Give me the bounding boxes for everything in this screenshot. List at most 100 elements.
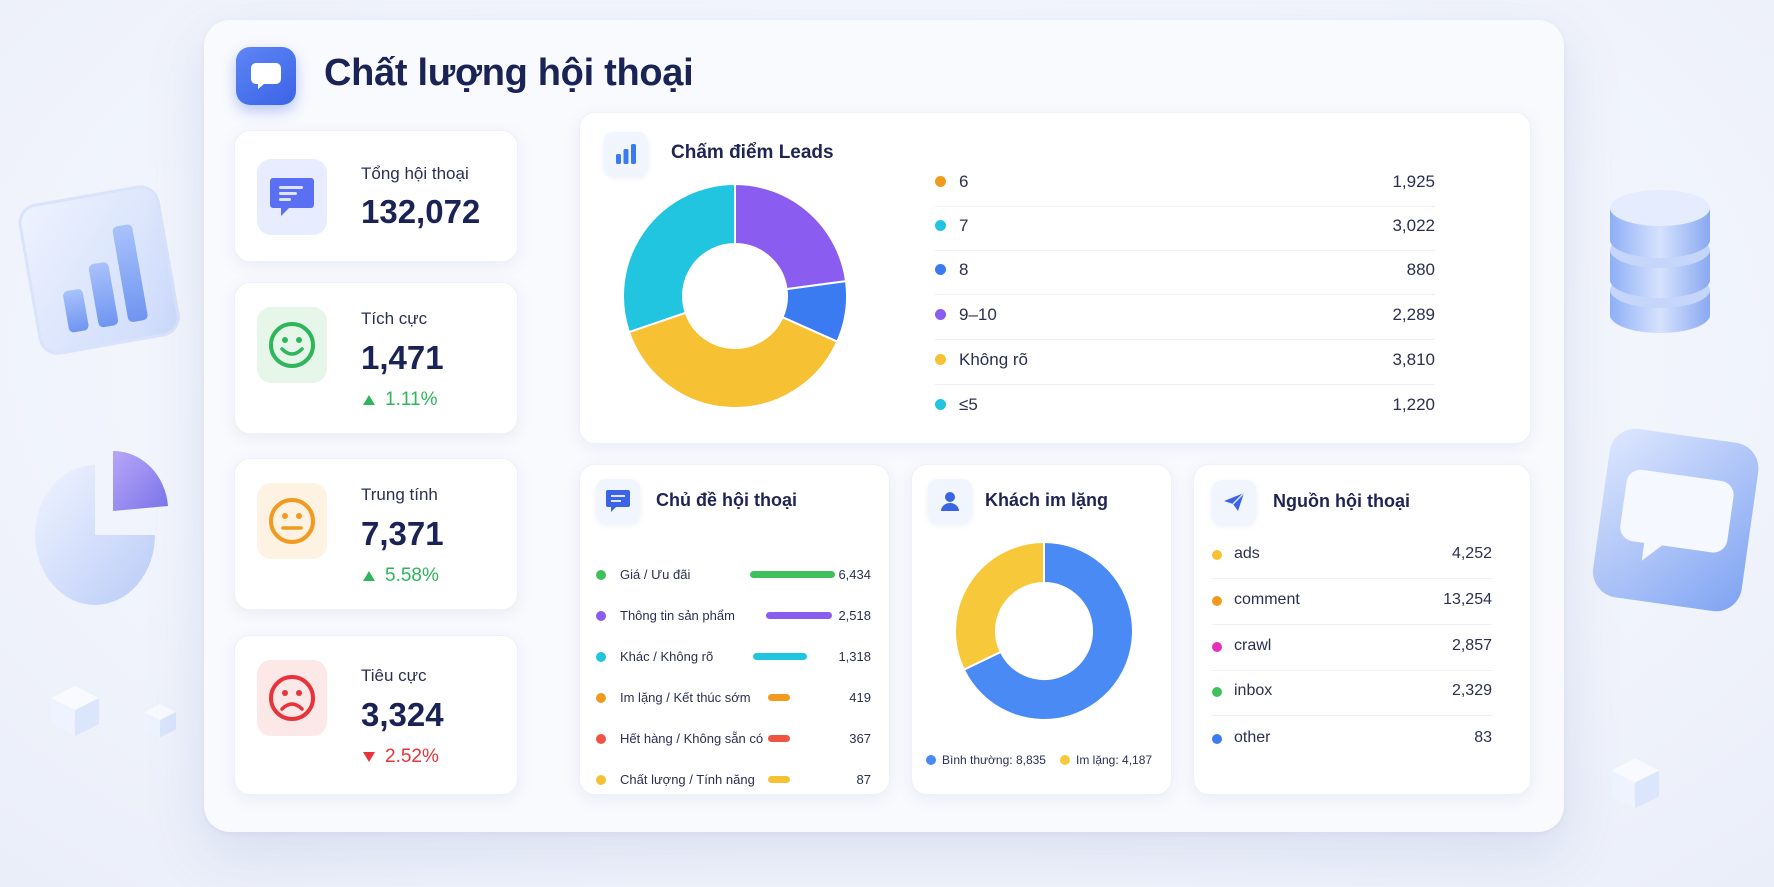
kpi-card-neutral[interactable]: Trung tính 7,371 5.58%	[234, 458, 518, 610]
chat-bubble-icon	[236, 47, 296, 105]
source-dot	[1212, 734, 1222, 744]
cube-icon	[144, 704, 176, 738]
sad-face-icon	[257, 660, 327, 736]
donut-slice-0	[962, 540, 1134, 721]
source-dot	[1212, 642, 1222, 652]
smile-face-icon	[257, 307, 327, 383]
pie-chart-3d-icon	[35, 450, 168, 605]
chat-bubble-icon	[596, 479, 640, 523]
card-title: Chủ đề hội thoại	[656, 490, 797, 510]
legend-label: ≤5	[959, 395, 978, 414]
topic-dot	[596, 652, 606, 662]
topic-label: Khác / Không rõ	[620, 649, 714, 664]
source-dot	[1212, 596, 1222, 606]
donut-slice-3	[622, 182, 736, 334]
card-title: Khách im lặng	[985, 490, 1109, 510]
sources-card: Nguồn hội thoại ads 4,252 comment 13,254…	[1193, 464, 1531, 795]
source-dot	[1212, 550, 1222, 560]
kpi-card-negative[interactable]: Tiêu cực 3,324 2.52%	[234, 635, 518, 795]
kpi-label: Tích cực	[361, 309, 428, 328]
topics-card: Chủ đề hội thoại Giá / Ưu đãi 6,434 Thôn…	[579, 464, 890, 795]
bar-chart-icon	[604, 132, 648, 176]
topic-label: Chất lượng / Tính năng	[620, 772, 755, 787]
kpi-card-total[interactable]: Tổng hội thoại 132,072	[234, 130, 518, 262]
lead-score-legend: 6 1,925 7 3,022 8 880 9–10 2,289 Không r…	[935, 163, 1435, 433]
source-label: comment	[1234, 591, 1300, 608]
bar-chart-3d-icon	[18, 185, 180, 355]
kpi-value: 132,072	[361, 193, 481, 230]
legend-row: ≤5 1,220	[935, 386, 1435, 430]
topic-value: 367	[849, 731, 871, 746]
cube-icon	[1611, 758, 1659, 809]
legend-dot	[1060, 755, 1070, 765]
card-title: Chấm điểm Leads	[671, 142, 834, 163]
topic-row: Thông tin sản phẩm 2,518	[596, 606, 871, 626]
topic-dot	[596, 611, 606, 621]
source-value: 2,857	[1451, 637, 1492, 654]
source-label: ads	[1234, 545, 1260, 562]
chat-3d-icon	[1592, 428, 1759, 612]
topic-value: 2,518	[838, 608, 871, 623]
source-dot	[1212, 687, 1222, 697]
legend-label: Im lặng: 4,187	[1076, 753, 1153, 767]
legend-label: 8	[959, 260, 969, 279]
neutral-face-icon	[257, 483, 327, 559]
topic-value: 6,434	[838, 567, 871, 582]
legend-label: 6	[959, 172, 969, 191]
topic-value: 419	[849, 690, 871, 705]
topic-value: 87	[856, 772, 871, 787]
database-icon	[1610, 190, 1710, 333]
kpi-value: 1,471	[361, 339, 444, 376]
lead-scoring-card: Chấm điểm Leads 6 1,925 7 3,022 8 880 9–…	[579, 112, 1531, 444]
topic-bar	[768, 735, 790, 742]
kpi-delta: 1.11%	[363, 389, 437, 411]
topic-dot	[596, 775, 606, 785]
legend-row: 7 3,022	[935, 207, 1435, 251]
kpi-value: 3,324	[361, 696, 444, 733]
legend-value: 3,810	[1392, 350, 1435, 369]
kpi-card-positive[interactable]: Tích cực 1,471 1.11%	[234, 282, 518, 434]
topic-row: Chất lượng / Tính năng 87	[596, 770, 871, 790]
legend-row: Không rõ 3,810	[935, 341, 1435, 385]
kpi-delta-value: 5.58%	[385, 565, 439, 586]
kpi-delta-value: 1.11%	[385, 389, 438, 410]
silent-donut-chart	[954, 540, 1134, 721]
source-row: other 83	[1212, 717, 1492, 763]
topic-bar	[750, 571, 835, 578]
kpi-label: Tổng hội thoại	[361, 164, 469, 183]
trend-up-icon	[363, 395, 375, 405]
kpi-delta: 2.52%	[363, 746, 439, 768]
dashboard-panel: Chất lượng hội thoại Tổng hội thoại 132,…	[204, 20, 1564, 832]
legend-dot	[935, 309, 946, 320]
trend-up-icon	[363, 571, 375, 581]
source-value: 2,329	[1451, 682, 1492, 699]
source-label: other	[1234, 729, 1271, 746]
source-value: 83	[1474, 729, 1492, 746]
legend-value: 1,925	[1392, 172, 1435, 191]
topic-label: Thông tin sản phẩm	[620, 608, 735, 623]
legend-value: 880	[1406, 260, 1435, 279]
legend-row: 6 1,925	[935, 163, 1435, 207]
donut-slice-1	[954, 540, 1045, 672]
topic-row: Khác / Không rõ 1,318	[596, 647, 871, 667]
topic-row: Giá / Ưu đãi 6,434	[596, 565, 871, 585]
source-row: crawl 2,857	[1212, 625, 1492, 671]
legend-label: 7	[959, 216, 969, 235]
topic-label: Im lặng / Kết thúc sớm	[620, 690, 751, 705]
legend-dot	[935, 220, 946, 231]
legend-row: 9–10 2,289	[935, 296, 1435, 340]
legend-label: Không rõ	[959, 350, 1028, 369]
chat-lines-icon	[257, 159, 327, 235]
topic-bar	[768, 694, 790, 701]
silent-legend: Bình thường: 8,835 Im lặng: 4,187	[926, 751, 1166, 771]
trend-down-icon	[363, 752, 375, 762]
donut-slice-0	[734, 182, 848, 291]
legend-value: 1,220	[1392, 395, 1435, 414]
topic-row: Im lặng / Kết thúc sớm 419	[596, 688, 871, 708]
lead-score-donut-chart	[622, 182, 848, 409]
legend-dot	[935, 264, 946, 275]
source-row: comment 13,254	[1212, 579, 1492, 625]
legend-dot	[935, 399, 946, 410]
kpi-delta-value: 2.52%	[385, 746, 439, 767]
topic-label: Giá / Ưu đãi	[620, 567, 691, 582]
